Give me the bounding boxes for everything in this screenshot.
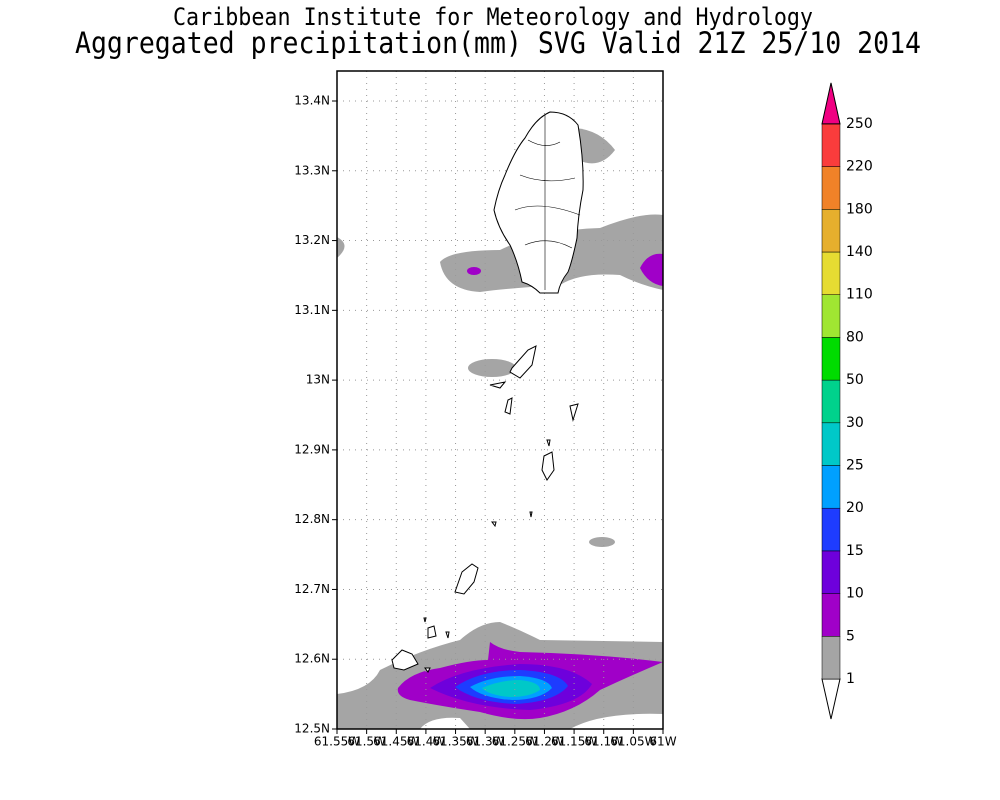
colorbar-box [821,422,841,466]
colorbar-label: 10 [846,586,864,602]
coastlines [391,111,584,673]
lat-tick-label: 13.4N [294,94,330,108]
island [454,563,479,595]
axes: 12.5N 12.6N 12.7N 12.8N 12.9N 13N 13.1N 13.2N 13… [294,94,676,749]
colorbar-label: 180 [846,201,873,217]
island [423,617,450,639]
colorbar-label: 15 [846,543,864,559]
lat-tick-label: 13.3N [294,163,330,177]
colorbar-label: 220 [846,159,873,175]
island [391,649,431,673]
precip-area [589,537,615,547]
colorbar-label: 5 [846,628,855,644]
lat-tick-label: 13N [306,373,330,387]
colorbar-box [821,337,841,381]
precip-field [337,128,663,729]
colorbar-box [821,123,841,167]
colorbar-box [821,294,841,338]
lon-tick-label: 61W [649,735,676,749]
colorbar-box [821,209,841,253]
colorbar-over [821,82,841,125]
lon-tick-label: 61.35W [432,735,478,749]
lon-tick-label: 61.3W [466,735,505,749]
island [493,111,584,294]
colorbar-label: 250 [846,116,873,132]
precip-area [337,237,345,258]
map-frame [336,70,664,730]
colorbar-label: 1 [846,671,855,687]
lon-tick-label: 61.15W [551,735,597,749]
lon-tick-label: 61.05W [610,735,656,749]
lat-tick-label: 12.5N [294,722,330,736]
colorbar-label: 20 [846,500,864,516]
lon-tick-label: 61.5W [347,735,386,749]
lon-tick-label: 61.2W [525,735,564,749]
lat-tick-label: 12.6N [294,652,330,666]
lon-tick-label: 61.25W [492,735,538,749]
colorbar-box [821,636,841,680]
lon-tick-label: 61.4W [407,735,446,749]
colorbar-label: 50 [846,372,864,388]
lat-tick-label: 12.7N [294,582,330,596]
colorbar-label: 25 [846,458,864,474]
colorbar-label: 140 [846,244,873,260]
colorbar-label: 110 [846,287,873,303]
precip-area [640,253,663,286]
colorbar-box [821,251,841,295]
colorbar-box [821,379,841,424]
lat-tick-label: 13.1N [294,303,330,317]
colorbar-label: 80 [846,329,864,345]
colorbar-box [821,166,841,210]
colorbar-box [821,550,841,594]
island [491,511,533,528]
island [541,451,555,481]
colorbar-box [821,507,841,552]
subtitle: Aggregated precipitation(mm) SVG Valid 2… [75,26,921,60]
lon-tick-label: 61.55W [314,735,360,749]
precip-area [575,128,615,164]
colorbar-under [821,678,841,720]
precip-area [482,680,540,697]
precip-area [467,267,481,275]
lat-tick-label: 12.9N [294,442,330,456]
colorbar-label: 30 [846,415,864,431]
colorbar-box [821,465,841,509]
lon-tick-label: 61.1W [584,735,623,749]
lat-tick-label: 13.2N [294,233,330,247]
lon-tick-label: 61.45W [373,735,419,749]
precip-area [468,359,516,377]
title: Caribbean Institute for Meteorology and … [173,3,813,31]
precip-gap [420,713,663,729]
lat-tick-label: 12.8N [294,512,330,526]
island [489,345,537,389]
colorbar-box [821,593,841,637]
river [514,115,581,290]
island [504,397,579,447]
